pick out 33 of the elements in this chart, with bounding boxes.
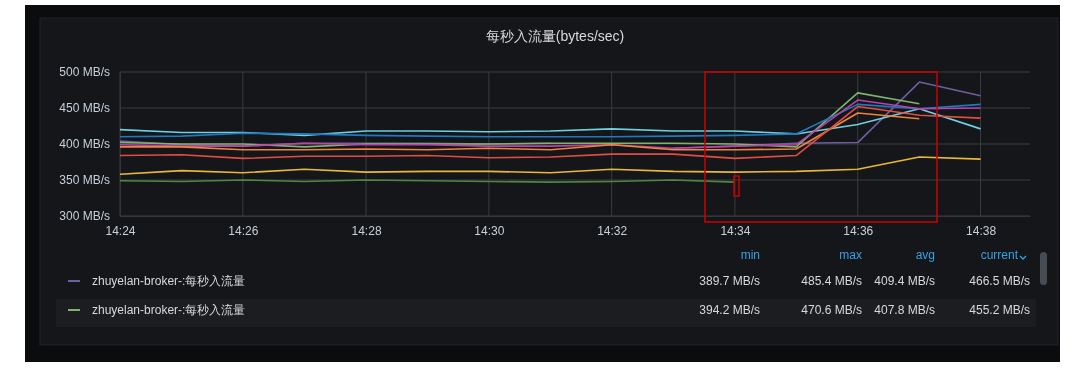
text: 466.5 MB/s (969, 274, 1030, 288)
line-series (119, 92, 921, 148)
y-tick-label: 400 MB/s (59, 137, 110, 152)
line-series (119, 112, 921, 151)
legend-label: zhuyelan-broker-:每秒入流量 (92, 274, 246, 288)
line-series (119, 156, 982, 176)
x-tick-label: 14:24 (105, 223, 136, 238)
text: avg (915, 248, 935, 262)
y-tick-label: 500 MB/s (59, 65, 110, 80)
text: min (740, 248, 760, 262)
line-series (119, 99, 982, 150)
text: current (980, 248, 1019, 262)
chart-title: 每秒入流量(bytes/sec) (485, 28, 625, 44)
x-tick-label: 14:38 (966, 223, 997, 238)
text: 407.8 MB/s (874, 303, 935, 317)
x-tick-label: 14:36 (843, 223, 874, 238)
line-series (119, 105, 982, 160)
legend-label: zhuyelan-broker-:每秒入流量 (92, 303, 246, 317)
text: 389.7 MB/s (699, 274, 760, 288)
text: 455.2 MB/s (969, 303, 1030, 317)
x-tick-label: 14:32 (597, 223, 628, 238)
text: max (839, 248, 862, 262)
text: 470.6 MB/s (801, 303, 862, 317)
y-tick-label: 450 MB/s (59, 101, 110, 116)
x-tick-label: 14:30 (474, 223, 505, 238)
text: 409.4 MB/s (874, 274, 935, 288)
x-tick-label: 14:34 (720, 223, 751, 238)
text: 394.2 MB/s (699, 303, 760, 317)
text: 485.4 MB/s (801, 274, 862, 288)
x-tick-label: 14:26 (228, 223, 259, 238)
y-tick-label: 300 MB/s (59, 209, 110, 224)
x-tick-label: 14:28 (351, 223, 382, 238)
y-tick-label: 350 MB/s (59, 173, 110, 188)
